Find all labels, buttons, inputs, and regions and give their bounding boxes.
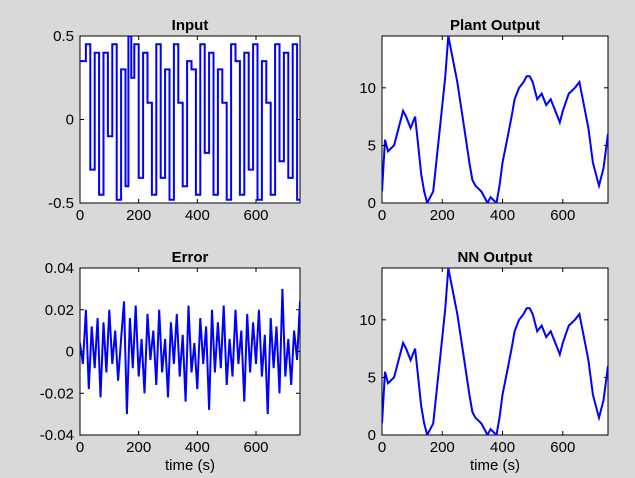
nn-output-axes [381, 267, 609, 436]
plant-output-ytick-label: 10 [359, 80, 376, 97]
input-xtick-label: 600 [243, 207, 268, 224]
plant-output-xtick-label: 400 [490, 207, 515, 224]
nn-output-title: NN Output [458, 249, 533, 266]
error-ytick-label: 0 [66, 344, 74, 361]
plant-output-xtick-label: 0 [378, 207, 386, 224]
error-xtick-label: 200 [126, 439, 151, 456]
error-ytick-label: -0.02 [40, 385, 74, 402]
input-ytick-label: 0.5 [53, 28, 74, 45]
nn-output-xlabel: time (s) [470, 457, 520, 474]
input-xtick-label: 0 [76, 207, 84, 224]
nn-output-series-line [382, 268, 608, 435]
nn-output-xtick-label: 200 [430, 439, 455, 456]
error-ytick-label: 0.04 [45, 260, 74, 277]
input-title: Input [172, 17, 209, 34]
plant-output-ytick-label: 5 [368, 137, 376, 154]
error-xtick-label: 0 [76, 439, 84, 456]
error-xlabel: time (s) [165, 457, 215, 474]
nn-output-xtick-label: 600 [550, 439, 575, 456]
error-xtick-label: 400 [185, 439, 210, 456]
nn-output-xtick-label: 400 [490, 439, 515, 456]
plant-output-xtick-label: 200 [430, 207, 455, 224]
input-ytick-label: 0 [66, 112, 74, 129]
plant-output-ytick-label: 0 [368, 195, 376, 212]
error-series-line [80, 288, 300, 415]
nn-output-ytick-label: 0 [368, 427, 376, 444]
plant-output-subplot: Plant Output 0 200 400 600 0 5 10 [359, 17, 609, 224]
nn-output-xtick-label: 0 [378, 439, 386, 456]
input-xtick-label: 200 [126, 207, 151, 224]
input-ytick-label: -0.5 [48, 195, 74, 212]
plant-output-title: Plant Output [450, 17, 540, 34]
error-xtick-label: 600 [243, 439, 268, 456]
error-title: Error [172, 249, 209, 266]
plant-output-axes [381, 35, 609, 204]
error-subplot: Error 0 200 400 600 -0.04 -0.02 0 0.02 0.04 time (… [40, 249, 301, 474]
error-ytick-label: -0.04 [40, 427, 74, 444]
input-series-line [80, 36, 300, 201]
nn-output-subplot: NN Output 0 200 400 600 0 5 10 time (s) [359, 249, 609, 474]
input-xtick-label: 400 [185, 207, 210, 224]
nn-output-ytick-label: 10 [359, 312, 376, 329]
nn-output-ytick-label: 5 [368, 369, 376, 386]
error-ytick-label: 0.02 [45, 302, 74, 319]
plant-output-xtick-label: 600 [550, 207, 575, 224]
plant-output-series-line [382, 36, 608, 203]
